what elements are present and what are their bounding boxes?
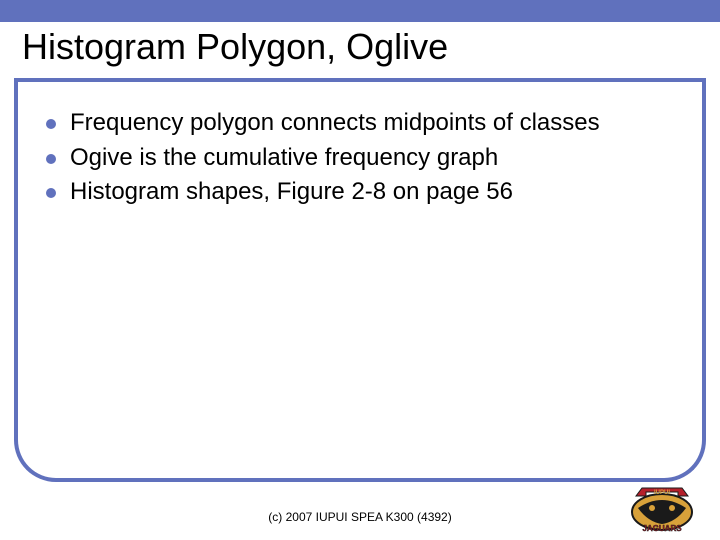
top-accent-bar	[0, 0, 720, 22]
content-area: Frequency polygon connects midpoints of …	[46, 108, 674, 212]
bullet-text: Frequency polygon connects midpoints of …	[70, 108, 600, 139]
title-area: Histogram Polygon, Oglive	[22, 26, 698, 76]
slide: Histogram Polygon, Oglive Frequency poly…	[0, 0, 720, 540]
footer-copyright: (c) 2007 IUPUI SPEA K300 (4392)	[0, 510, 720, 524]
bullet-icon	[46, 154, 56, 164]
bullet-icon	[46, 119, 56, 129]
slide-title: Histogram Polygon, Oglive	[22, 26, 698, 68]
list-item: Frequency polygon connects midpoints of …	[46, 108, 674, 139]
bullet-text: Histogram shapes, Figure 2-8 on page 56	[70, 177, 513, 208]
iupui-jaguars-logo: IUPUI JAGUARS	[618, 478, 706, 534]
bullet-icon	[46, 188, 56, 198]
logo-wordmark: JAGUARS	[642, 524, 682, 533]
bullet-text: Ogive is the cumulative frequency graph	[70, 143, 498, 174]
list-item: Ogive is the cumulative frequency graph	[46, 143, 674, 174]
logo-banner-text: IUPUI	[654, 490, 670, 496]
list-item: Histogram shapes, Figure 2-8 on page 56	[46, 177, 674, 208]
